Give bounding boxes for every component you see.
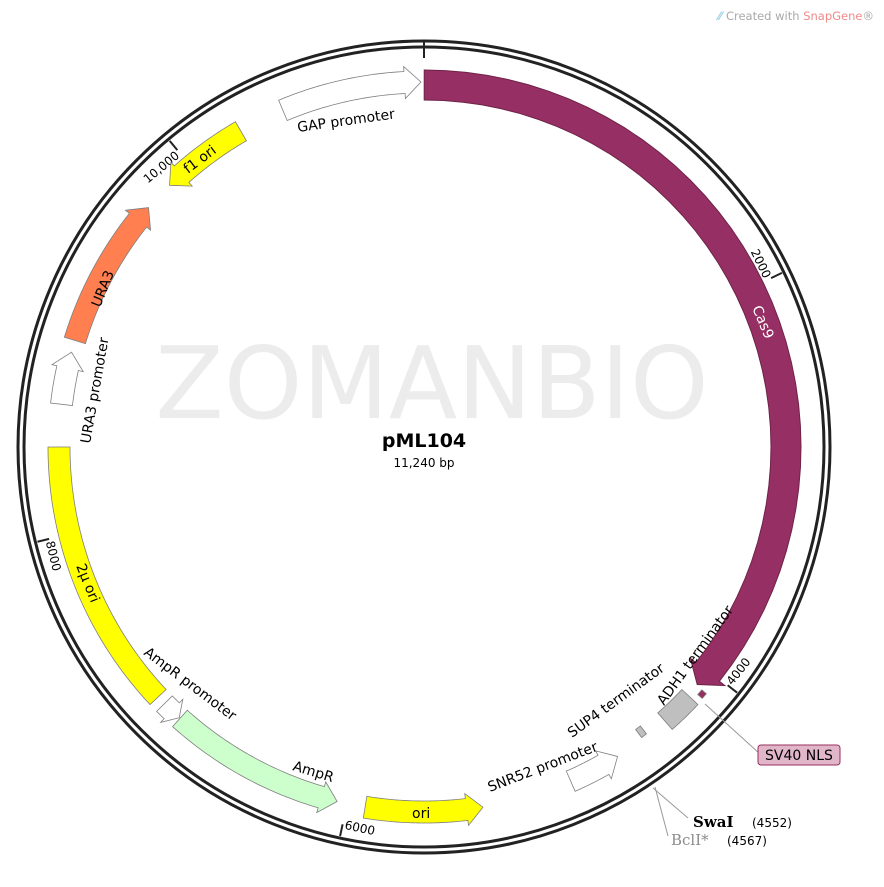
site-swai-name[interactable]: SwaI bbox=[693, 813, 733, 831]
site-bcli-position: (4567) bbox=[727, 834, 767, 848]
tick-10000 bbox=[168, 140, 179, 151]
sv40-callout-line bbox=[704, 703, 761, 755]
feature-cas9[interactable] bbox=[423, 69, 802, 687]
tick-2000 bbox=[770, 271, 783, 280]
sv40-nls-callout-box[interactable] bbox=[757, 744, 841, 766]
tick-6000 bbox=[339, 824, 344, 837]
feature-ampr[interactable] bbox=[172, 709, 338, 814]
site-bcli-name[interactable]: BclI* bbox=[671, 831, 709, 849]
snapgene-logo-icon: ⁄⁄ bbox=[718, 9, 722, 23]
feature-ampr-promoter[interactable] bbox=[156, 695, 184, 724]
feature-ori[interactable] bbox=[362, 792, 484, 827]
feature-ura3-promoter[interactable] bbox=[50, 351, 85, 406]
feature-f1-ori[interactable] bbox=[169, 121, 247, 187]
tick-8000 bbox=[37, 537, 50, 543]
plasmid-name: pML104 bbox=[382, 430, 466, 452]
feature-ura3[interactable] bbox=[63, 207, 152, 345]
plasmid-length: 11,240 bp bbox=[393, 456, 454, 470]
label-sup4-terminator[interactable]: SUP4 terminator bbox=[565, 660, 668, 741]
label-ori[interactable]: ori bbox=[412, 806, 430, 822]
feature-gap-promoter[interactable] bbox=[278, 65, 422, 122]
feature-adh1-terminator[interactable] bbox=[657, 688, 699, 730]
feature-sv40-nls[interactable] bbox=[697, 689, 707, 700]
label-ura3-promoter[interactable]: URA3 promoter bbox=[78, 336, 112, 445]
bcli-site-line bbox=[654, 786, 669, 837]
sv40-nls-callout-label[interactable]: SV40 NLS bbox=[765, 748, 833, 764]
swai-site-line bbox=[652, 787, 689, 819]
tick-4000 bbox=[727, 684, 738, 694]
feature-snr52-promoter[interactable] bbox=[565, 750, 619, 792]
features bbox=[47, 65, 802, 827]
feature-2-ori[interactable] bbox=[47, 446, 167, 706]
tick-label-6000: 6000 bbox=[343, 818, 376, 838]
feature-sup4-terminator[interactable] bbox=[635, 725, 648, 739]
watermark: ZOMANBIO bbox=[155, 325, 709, 442]
backbone-outer-circle bbox=[16, 39, 832, 855]
site-swai-position: (4552) bbox=[752, 816, 792, 830]
snapgene-credit: ⁄⁄ Created with SnapGene® bbox=[718, 9, 874, 23]
